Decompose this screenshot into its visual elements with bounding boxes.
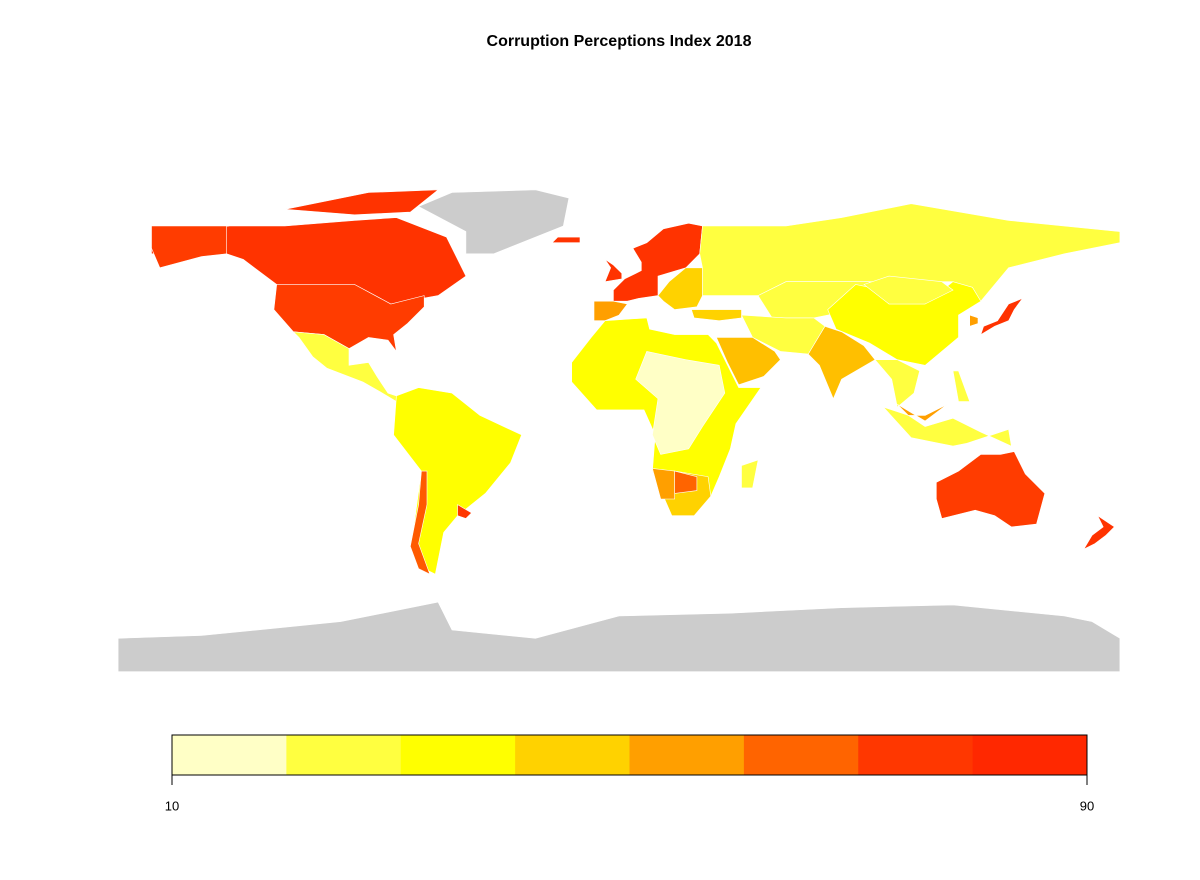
country	[457, 504, 472, 519]
colorbar-bin	[172, 735, 287, 775]
country	[151, 217, 467, 305]
tick-label: 90	[1080, 798, 1094, 813]
chart-title: Corruption Perceptions Index 2018	[487, 33, 752, 50]
country	[874, 359, 920, 408]
country	[863, 275, 954, 305]
world-map	[117, 189, 1121, 673]
country	[882, 406, 1012, 447]
colorbar-bin	[629, 735, 745, 775]
country	[897, 404, 948, 422]
country	[674, 470, 698, 494]
country	[551, 236, 581, 243]
country	[690, 309, 742, 322]
tick-label: 10	[165, 798, 179, 813]
country	[151, 225, 227, 269]
colorbar-bin	[972, 735, 1088, 775]
country	[635, 351, 726, 455]
colorbar-frame	[171, 734, 1088, 776]
country	[952, 370, 971, 402]
country	[417, 189, 570, 255]
country	[1083, 514, 1115, 550]
colorbar: 10 90	[165, 734, 1094, 813]
country	[604, 259, 623, 283]
country	[969, 314, 979, 327]
colorbar-bin	[743, 735, 859, 775]
country	[715, 337, 781, 386]
colorbar-bin	[515, 735, 630, 775]
country	[935, 451, 1046, 528]
country	[740, 314, 826, 355]
country	[409, 470, 431, 575]
country	[651, 468, 676, 500]
country	[741, 459, 759, 489]
colorbar-bin	[286, 735, 402, 775]
country	[284, 189, 439, 216]
colorbar-bin	[400, 735, 516, 775]
colorbar-bin	[858, 735, 974, 775]
country	[593, 300, 628, 322]
country	[117, 601, 1121, 673]
country	[980, 297, 1024, 336]
